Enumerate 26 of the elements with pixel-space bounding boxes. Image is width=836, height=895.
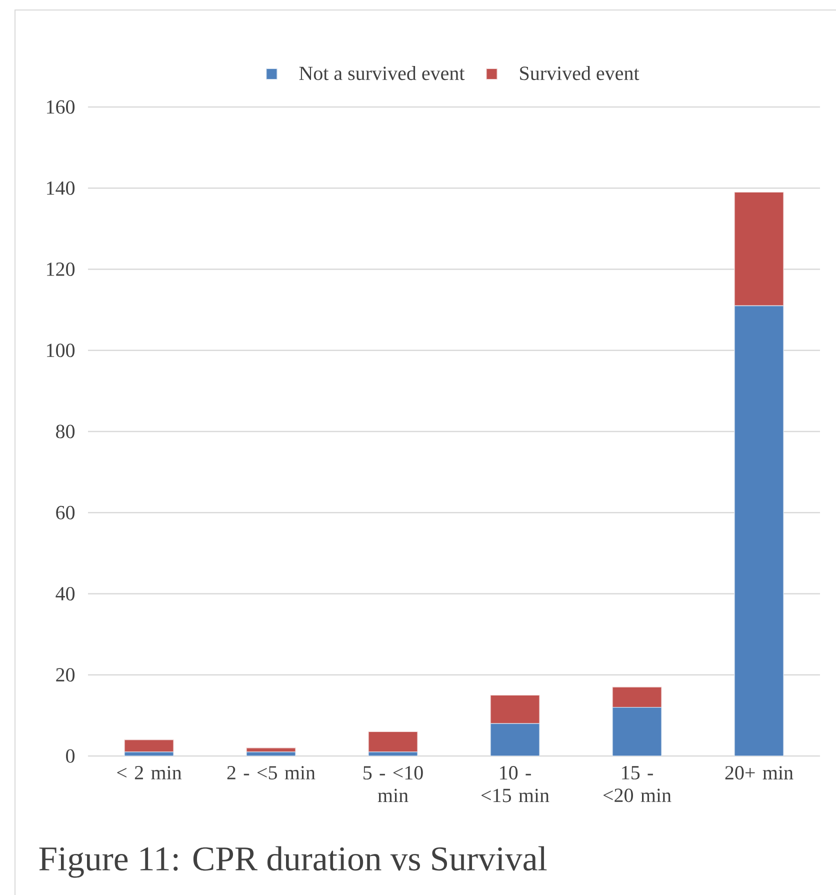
y-tick-label: 100 [47, 344, 75, 358]
x-tick-label: 15 - <20 min [603, 766, 672, 802]
x-tick-label: < 2 min [117, 766, 182, 780]
bar [490, 694, 540, 724]
y-tick-label: 80 [56, 424, 75, 438]
bar [368, 731, 418, 752]
y-tick-label: 40 [56, 587, 75, 600]
bar [612, 686, 662, 708]
bar [734, 192, 784, 306]
x-tick-label: 20+ min [725, 766, 794, 780]
y-tick-label: 20 [56, 668, 75, 682]
y-tick-label: 120 [47, 262, 75, 276]
bar [490, 723, 540, 756]
legend-label: Not a survived event [299, 66, 465, 80]
x-tick-label: 10 - <15 min [481, 766, 550, 802]
text: Figure 11: CPR duration vs Survival [39, 846, 547, 878]
y-tick-label: 160 [47, 100, 75, 114]
bar [734, 305, 784, 756]
legend-label: Survived event [520, 66, 640, 80]
x-tick-label: 5 - <10 min [364, 766, 423, 802]
x-tick-label: 2 - <5 min [227, 766, 316, 780]
bar [124, 739, 174, 752]
y-tick-label: 0 [66, 749, 75, 763]
y-tick-label: 60 [56, 506, 75, 520]
bar [612, 706, 662, 756]
y-tick-label: 140 [47, 181, 75, 195]
